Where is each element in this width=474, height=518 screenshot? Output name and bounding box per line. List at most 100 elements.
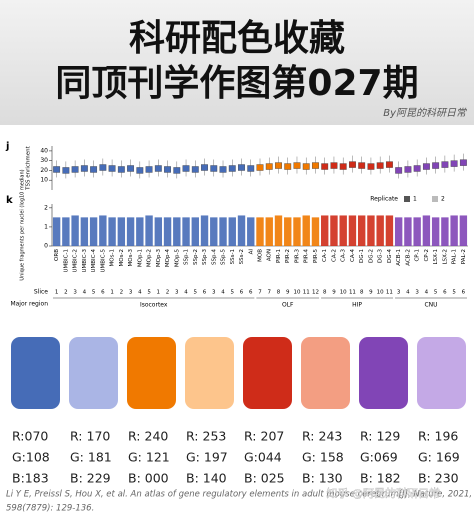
category-label: SSp-2 — [193, 249, 199, 265]
bar — [191, 217, 199, 246]
category-label: PIR-3 — [294, 249, 300, 264]
bar — [71, 215, 79, 246]
category-label: MOp-1 — [137, 249, 143, 267]
rgb-value: R: 207 — [244, 429, 284, 444]
rgb-value: G: 181 — [70, 450, 112, 465]
bar — [413, 217, 421, 246]
bar — [394, 217, 403, 246]
slice-label: 3 — [175, 290, 179, 296]
slice-label: 4 — [184, 290, 188, 296]
box — [182, 165, 190, 172]
slice-label: 3 — [415, 290, 419, 296]
rgb-value: B: 025 — [244, 471, 285, 486]
bar — [80, 217, 89, 246]
box — [256, 164, 264, 171]
bar — [284, 217, 292, 246]
box — [395, 167, 403, 174]
box — [145, 166, 153, 173]
slice-label: 8 — [323, 290, 327, 296]
category-label: PIR-2 — [285, 249, 291, 263]
box — [108, 165, 116, 172]
bar — [136, 217, 144, 246]
slice-label: 5 — [194, 290, 198, 296]
slice-label: 4 — [221, 290, 225, 296]
slice-label: 7 — [258, 290, 262, 296]
rgb-value: B: 000 — [128, 471, 169, 486]
box — [330, 162, 338, 169]
slice-label: 5 — [231, 290, 235, 296]
box — [80, 165, 88, 172]
rgb-value: B: 130 — [302, 471, 343, 486]
box — [385, 161, 393, 168]
box — [358, 162, 366, 169]
category-label: LSX-1 — [433, 249, 439, 265]
category-label: MOp-2 — [147, 249, 153, 267]
rgb-value: R: 240 — [128, 429, 168, 444]
box — [349, 161, 356, 168]
slice-label: 4 — [406, 290, 410, 296]
box — [284, 163, 292, 170]
category-label: PIR-1 — [276, 249, 282, 263]
rgb-value: B:183 — [12, 471, 49, 486]
banner — [0, 0, 474, 125]
rgb-value: R:070 — [12, 429, 48, 444]
rgb-value: R: 196 — [418, 429, 458, 444]
slice-label: 2 — [64, 290, 68, 296]
bar — [89, 217, 98, 246]
box — [53, 166, 61, 173]
slice-label: 3 — [397, 290, 401, 296]
y-tick-label: 30 — [40, 157, 48, 164]
slice-label: 10 — [377, 290, 384, 296]
rgb-value: R: 170 — [70, 429, 110, 444]
title: 同顶刊学作图第027期 — [55, 62, 418, 104]
color-swatch — [243, 337, 292, 409]
box — [302, 163, 310, 170]
slice-label: 1 — [55, 290, 59, 296]
category-label: SSp-3 — [202, 249, 208, 265]
category-label: UMBIC-5 — [100, 249, 106, 273]
bar — [422, 215, 431, 246]
y-tick-label: 2 — [44, 204, 48, 211]
color-swatch — [69, 337, 118, 409]
category-label: LSX-2 — [442, 249, 448, 265]
bar — [330, 215, 338, 246]
legend-swatch — [432, 196, 438, 202]
slice-label: 5 — [92, 290, 96, 296]
axis-label: Unique fragments per nuclei (log10 media… — [20, 169, 26, 280]
bar — [247, 217, 255, 246]
category-label: CA-1 — [322, 249, 328, 262]
slice-label: 4 — [83, 290, 87, 296]
category-label: CA-3 — [341, 249, 347, 262]
bar — [311, 217, 320, 246]
bar — [173, 217, 181, 246]
box — [293, 162, 301, 169]
legend-swatch — [404, 196, 410, 202]
rgb-value: G:108 — [12, 450, 50, 465]
category-label: AI — [248, 249, 254, 255]
slice-label: 5 — [434, 290, 438, 296]
y-tick-label: 20 — [40, 167, 48, 174]
box — [62, 167, 70, 174]
category-label: PAL-1 — [452, 249, 458, 264]
category-label: ACB-1 — [396, 249, 402, 266]
bar — [321, 215, 329, 246]
color-swatch — [417, 337, 466, 409]
bar — [182, 217, 190, 246]
box — [459, 159, 467, 166]
category-label: MOs-1 — [110, 249, 116, 266]
slice-label: 11 — [349, 290, 356, 296]
swatches: R:070 G:108 B:183 R: 170 G: 181 B: 229 R: 240 G… — [11, 337, 466, 486]
bar — [348, 215, 357, 246]
bar — [163, 217, 172, 246]
bar — [256, 217, 264, 246]
slice-label: 8 — [360, 290, 364, 296]
category-label: DG-1 — [359, 249, 365, 263]
box — [339, 163, 347, 170]
rgb-value: G:044 — [244, 450, 282, 465]
box — [321, 163, 329, 170]
slice-label: 2 — [120, 290, 124, 296]
slice-label: 6 — [101, 290, 105, 296]
